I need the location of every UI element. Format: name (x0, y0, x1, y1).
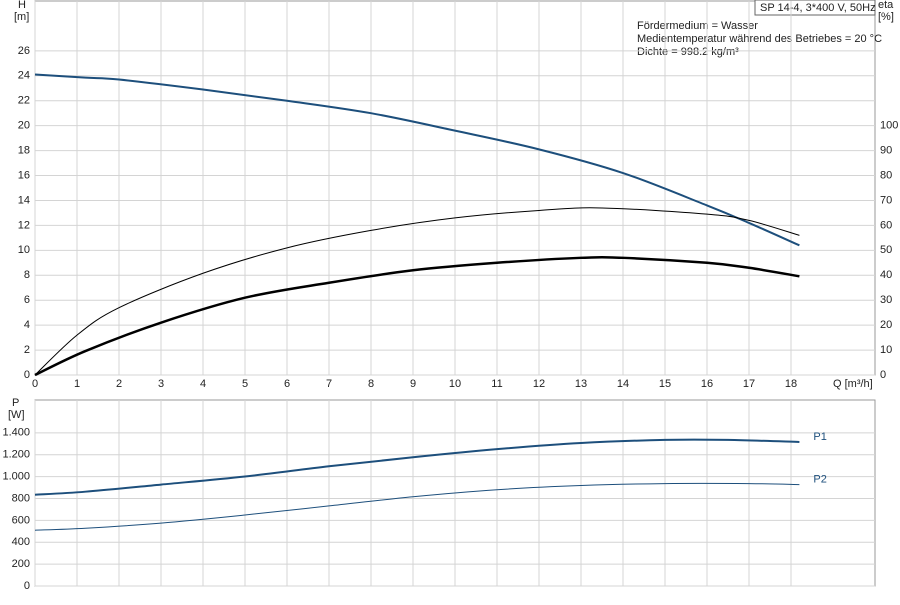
x-tick-label: 6 (284, 378, 290, 390)
y-tick-label: 12 (18, 219, 30, 231)
x-tick-label: 1 (74, 378, 80, 390)
y-tick-label: 14 (18, 194, 30, 206)
y2-axis-unit: [%] (878, 11, 894, 23)
x-tick-label: 9 (410, 378, 416, 390)
y-tick-label: 0 (24, 580, 30, 592)
x-tick-label: 15 (659, 378, 671, 390)
pump-name: SP 14-4, 3*400 V, 50Hz (760, 2, 876, 14)
y-tick-label: 26 (18, 45, 30, 57)
y-axis-unit: [W] (8, 409, 25, 421)
curve (34, 482, 800, 531)
x-tick-label: 17 (743, 378, 755, 390)
info-line: Dichte = 998.2 kg/m³ (637, 46, 739, 58)
curve (34, 73, 800, 247)
x-tick-label: 3 (158, 378, 164, 390)
info-line: Fördermedium = Wasser (637, 20, 758, 32)
y2-tick-label: 20 (880, 319, 892, 331)
series-label: P1 (813, 431, 826, 443)
y-axis-label: P (12, 397, 19, 409)
y2-tick-label: 50 (880, 244, 892, 256)
y-axis-unit: [m] (14, 11, 29, 23)
y-tick-label: 18 (18, 145, 30, 157)
curve (34, 438, 800, 496)
info-line: Medientemperatur während des Betriebes =… (637, 33, 882, 45)
x-tick-label: 11 (491, 378, 502, 390)
y-tick-label: 10 (18, 244, 30, 256)
y-tick-label: 16 (18, 169, 30, 181)
x-tick-label: 7 (326, 378, 332, 390)
x-axis-label: Q [m³/h] (833, 378, 873, 390)
y2-tick-label: 30 (880, 294, 892, 306)
y2-tick-label: 0 (880, 369, 886, 381)
y-tick-label: 22 (18, 95, 30, 107)
x-tick-label: 5 (242, 378, 248, 390)
y-tick-label: 8 (24, 269, 30, 281)
curve (34, 255, 800, 377)
y2-tick-label: 70 (880, 194, 892, 206)
y-tick-label: 800 (12, 492, 30, 504)
y-tick-label: 20 (18, 120, 30, 132)
y2-tick-label: 60 (880, 219, 892, 231)
y2-tick-label: 10 (880, 344, 892, 356)
x-tick-label: 16 (701, 378, 713, 390)
y2-tick-label: 90 (880, 145, 892, 157)
pump-box (754, 0, 876, 16)
y2-tick-label: 80 (880, 169, 892, 181)
y2-tick-label: 40 (880, 269, 892, 281)
y2-axis-label: eta (878, 0, 894, 11)
y-tick-label: 200 (12, 558, 30, 570)
y-tick-label: 2 (24, 344, 30, 356)
x-tick-label: 4 (200, 378, 206, 390)
x-tick-label: 18 (785, 378, 797, 390)
curve (34, 207, 800, 376)
series-label: P2 (813, 473, 826, 485)
y-tick-label: 24 (18, 70, 30, 82)
y-axis-label: H (18, 0, 26, 11)
y-tick-label: 6 (24, 294, 30, 306)
y-tick-label: 600 (12, 514, 30, 526)
x-tick-label: 13 (575, 378, 587, 390)
x-tick-label: 12 (533, 378, 545, 390)
x-tick-label: 8 (368, 378, 374, 390)
y-tick-label: 1.000 (2, 470, 30, 482)
y-tick-label: 0 (24, 369, 30, 381)
y2-tick-label: 100 (880, 120, 898, 132)
x-tick-label: 10 (449, 378, 461, 390)
y-tick-label: 400 (12, 536, 30, 548)
y-tick-label: 1.200 (2, 449, 30, 461)
y-tick-label: 1.400 (2, 427, 30, 439)
x-tick-label: 14 (617, 378, 629, 390)
x-tick-label: 2 (116, 378, 122, 390)
y-tick-label: 4 (24, 319, 30, 331)
x-tick-label: 0 (32, 378, 38, 390)
